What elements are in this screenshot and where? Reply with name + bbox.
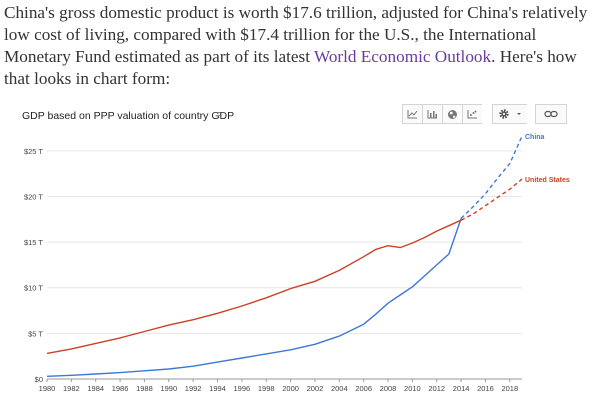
x-tick-label: 2010 xyxy=(404,384,421,393)
article-text-after: . Here's how that looks in chart form: xyxy=(4,47,577,88)
chart-title: GDP based on PPP valuation of country GD… xyxy=(22,110,235,122)
x-tick-label: 2006 xyxy=(355,384,372,393)
bar-chart-button[interactable] xyxy=(422,104,442,124)
line-chart-button[interactable] xyxy=(402,104,422,124)
series-label-china: China xyxy=(525,134,545,141)
map-button[interactable] xyxy=(442,104,462,124)
x-tick-label: 2018 xyxy=(501,384,518,393)
x-tick-label: 2012 xyxy=(428,384,445,393)
series-label-us: United States xyxy=(525,177,570,184)
y-tick-label: $0 xyxy=(35,375,43,384)
y-tick-labels: $0 $5 T $10 T $15 T $20 T $25 T xyxy=(24,147,43,384)
x-tick-label: 2008 xyxy=(380,384,397,393)
x-tick-label: 2002 xyxy=(307,384,324,393)
help-icon[interactable]: ? xyxy=(214,111,224,121)
x-tick-label: 1996 xyxy=(234,384,251,393)
bar-chart-icon xyxy=(427,110,437,119)
series-forecast-china[interactable] xyxy=(460,135,523,219)
map-icon xyxy=(448,109,457,119)
x-tick-label: 1980 xyxy=(39,384,56,393)
x-tick-label: 1990 xyxy=(160,384,177,393)
y-tick-label: $5 T xyxy=(28,329,43,338)
x-tick-label: 1988 xyxy=(136,384,153,393)
x-tick-label: 1998 xyxy=(258,384,275,393)
x-tick-label: 1986 xyxy=(112,384,129,393)
x-tick-label: 1984 xyxy=(87,384,104,393)
series-line-china[interactable] xyxy=(46,218,462,377)
article-text-before: China's gross domestic product is worth … xyxy=(4,3,588,66)
scatter-chart-icon xyxy=(467,110,477,119)
x-tick-label: 2004 xyxy=(331,384,348,393)
series-labels: China United States xyxy=(525,134,570,184)
scatter-chart-button[interactable] xyxy=(462,104,482,124)
series-line-us[interactable] xyxy=(46,219,462,355)
x-tick-label: 2014 xyxy=(453,384,470,393)
chevron-down-icon xyxy=(516,113,521,115)
line-chart-icon xyxy=(407,110,418,119)
y-tick-label: $20 T xyxy=(24,192,43,201)
x-tick-label: 2016 xyxy=(477,384,494,393)
article-paragraph: China's gross domestic product is worth … xyxy=(4,2,588,90)
series-forecast-us[interactable] xyxy=(460,178,523,221)
y-tick-label: $10 T xyxy=(24,284,43,293)
x-tick-labels: 1980 1982 1984 1986 1988 1990 1992 1994 1996 1998… xyxy=(39,379,518,393)
grid-lines xyxy=(47,150,522,334)
x-tick-label: 1994 xyxy=(209,384,226,393)
chart-toolbar xyxy=(402,104,567,124)
x-tick-label: 1982 xyxy=(63,384,80,393)
world-economic-outlook-link[interactable]: World Economic Outlook xyxy=(313,47,492,66)
help-label: ? xyxy=(216,111,222,120)
link-icon xyxy=(544,110,558,118)
settings-button[interactable] xyxy=(492,104,527,124)
y-tick-label: $25 T xyxy=(24,147,43,156)
link-button[interactable] xyxy=(535,104,567,124)
series-lines xyxy=(46,135,523,377)
gear-icon xyxy=(498,109,509,119)
x-tick-label: 2000 xyxy=(282,384,299,393)
y-tick-label: $15 T xyxy=(24,238,43,247)
x-tick-label: 1992 xyxy=(185,384,202,393)
